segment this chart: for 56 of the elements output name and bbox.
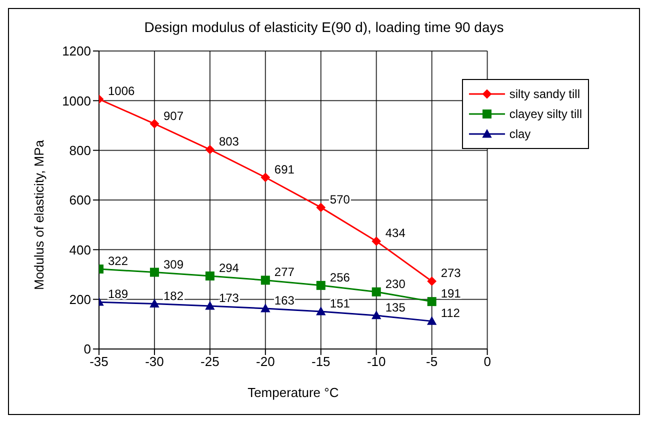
point: [427, 316, 436, 325]
y-tick-label: 0: [84, 342, 91, 357]
point: [205, 271, 214, 280]
x-tick-label: -35: [90, 354, 108, 370]
y-tick-label: 800: [69, 142, 91, 158]
x-tick-label: -15: [311, 354, 330, 370]
x-axis-title: Temperature °C: [248, 385, 339, 400]
point: [260, 172, 270, 182]
data-label: 151: [330, 296, 350, 310]
point: [150, 268, 159, 277]
data-label: 191: [440, 286, 462, 301]
data-label: 691: [274, 162, 295, 176]
data-label: 189: [108, 287, 128, 302]
legend-label: clayey silty till: [509, 107, 582, 121]
legend-label: silty sandy till: [509, 87, 580, 101]
y-tick-label: 600: [69, 192, 91, 208]
chart-title: Design modulus of elasticity E(90 d), loading time 90 days: [143, 19, 505, 37]
data-label: 803: [218, 134, 240, 149]
point: [150, 119, 159, 128]
point: [260, 276, 270, 285]
point: [316, 307, 326, 316]
point: [427, 276, 436, 286]
y-tick-label: 1000: [62, 93, 91, 108]
point: [372, 310, 381, 320]
data-label: 230: [385, 276, 406, 291]
x-tick-label: -25: [200, 354, 220, 370]
point: [427, 297, 436, 306]
x-tick-label: -30: [145, 354, 164, 370]
point: [150, 299, 159, 308]
x-tick-label: 0: [484, 354, 491, 370]
data-label: 309: [163, 257, 184, 272]
point: [205, 302, 214, 310]
data-label: 1006: [108, 84, 136, 98]
data-label: 273: [440, 266, 462, 280]
legend-label: clay: [509, 127, 531, 141]
data-label: 277: [274, 265, 295, 280]
data-label: 135: [385, 300, 406, 314]
point: [316, 202, 326, 212]
y-tick-label: 400: [69, 242, 91, 258]
point: [260, 304, 270, 312]
data-label: 294: [218, 260, 240, 275]
point: [316, 280, 326, 290]
data-label: 112: [440, 306, 460, 320]
data-label: 256: [330, 270, 350, 284]
x-tick-label: -5: [426, 354, 438, 370]
data-label: 434: [385, 226, 406, 240]
x-tick-label: -20: [256, 354, 275, 370]
y-tick-label: 1200: [62, 44, 91, 59]
data-label: 907: [163, 108, 184, 123]
data-label: 322: [108, 254, 128, 268]
point: [205, 145, 214, 154]
y-axis-title: Modulus of elasticity, MPa: [32, 139, 47, 290]
x-tick-label: -10: [366, 354, 386, 370]
point: [372, 287, 381, 296]
y-tick-label: 200: [69, 292, 91, 307]
point: [372, 236, 381, 246]
